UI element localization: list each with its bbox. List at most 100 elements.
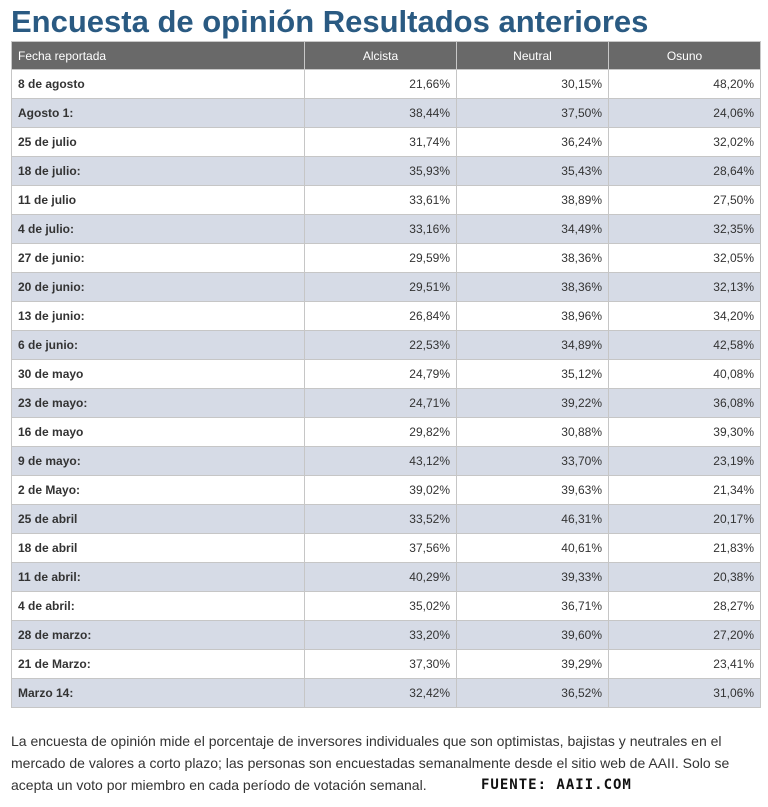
cell-neutral: 33,70% — [456, 446, 609, 476]
cell-date: 30 de mayo — [11, 359, 305, 389]
cell-bearish: 31,06% — [608, 678, 761, 708]
cell-bearish: 24,06% — [608, 98, 761, 128]
cell-date: 16 de mayo — [11, 417, 305, 447]
table-row: 11 de julio 33,61% 38,89% 27,50% — [11, 185, 761, 215]
cell-bearish: 23,41% — [608, 649, 761, 679]
cell-bullish: 21,66% — [304, 69, 457, 99]
cell-bullish: 29,82% — [304, 417, 457, 447]
table-row: 4 de julio: 33,16% 34,49% 32,35% — [11, 214, 761, 244]
cell-date: 13 de junio: — [11, 301, 305, 331]
cell-bullish: 24,79% — [304, 359, 457, 389]
cell-bearish: 48,20% — [608, 69, 761, 99]
table-row: 20 de junio: 29,51% 38,36% 32,13% — [11, 272, 761, 302]
table-row: 25 de julio 31,74% 36,24% 32,02% — [11, 127, 761, 157]
cell-bullish: 35,93% — [304, 156, 457, 186]
cell-bearish: 42,58% — [608, 330, 761, 360]
column-header-bullish: Alcista — [304, 41, 457, 70]
table-row: 6 de junio: 22,53% 34,89% 42,58% — [11, 330, 761, 360]
cell-bullish: 39,02% — [304, 475, 457, 505]
cell-date: 9 de mayo: — [11, 446, 305, 476]
cell-bearish: 32,35% — [608, 214, 761, 244]
table-row: 4 de abril: 35,02% 36,71% 28,27% — [11, 591, 761, 621]
table-row: 11 de abril: 40,29% 39,33% 20,38% — [11, 562, 761, 592]
cell-neutral: 38,96% — [456, 301, 609, 331]
column-header-bearish: Osuno — [608, 41, 761, 70]
cell-bullish: 29,59% — [304, 243, 457, 273]
cell-date: 11 de abril: — [11, 562, 305, 592]
cell-neutral: 36,24% — [456, 127, 609, 157]
cell-date: 18 de julio: — [11, 156, 305, 186]
table-row: 27 de junio: 29,59% 38,36% 32,05% — [11, 243, 761, 273]
survey-description: La encuesta de opinión mide el porcentaj… — [11, 733, 730, 793]
cell-neutral: 35,43% — [456, 156, 609, 186]
table-row: 25 de abril 33,52% 46,31% 20,17% — [11, 504, 761, 534]
cell-date: 25 de abril — [11, 504, 305, 534]
cell-neutral: 38,89% — [456, 185, 609, 215]
cell-bearish: 27,50% — [608, 185, 761, 215]
cell-neutral: 30,15% — [456, 69, 609, 99]
cell-bullish: 33,16% — [304, 214, 457, 244]
cell-date: Marzo 14: — [11, 678, 305, 708]
cell-bearish: 20,38% — [608, 562, 761, 592]
cell-date: 23 de mayo: — [11, 388, 305, 418]
cell-bearish: 32,05% — [608, 243, 761, 273]
cell-bearish: 32,02% — [608, 127, 761, 157]
table-row: 23 de mayo: 24,71% 39,22% 36,08% — [11, 388, 761, 418]
cell-bullish: 37,30% — [304, 649, 457, 679]
cell-bearish: 34,20% — [608, 301, 761, 331]
cell-bullish: 29,51% — [304, 272, 457, 302]
cell-bullish: 33,52% — [304, 504, 457, 534]
cell-neutral: 38,36% — [456, 243, 609, 273]
cell-neutral: 36,71% — [456, 591, 609, 621]
cell-date: 2 de Mayo: — [11, 475, 305, 505]
cell-bullish: 43,12% — [304, 446, 457, 476]
table-row: 18 de julio: 35,93% 35,43% 28,64% — [11, 156, 761, 186]
table-row: 21 de Marzo: 37,30% 39,29% 23,41% — [11, 649, 761, 679]
cell-neutral: 37,50% — [456, 98, 609, 128]
cell-date: 20 de junio: — [11, 272, 305, 302]
cell-date: 11 de julio — [11, 185, 305, 215]
column-header-date: Fecha reportada — [11, 41, 305, 70]
table-row: 30 de mayo 24,79% 35,12% 40,08% — [11, 359, 761, 389]
page-title: Encuesta de opinión Resultados anteriore… — [11, 4, 649, 39]
cell-neutral: 34,89% — [456, 330, 609, 360]
source-credit: FUENTE: AAII.COM — [481, 777, 632, 793]
cell-neutral: 30,88% — [456, 417, 609, 447]
cell-neutral: 39,22% — [456, 388, 609, 418]
cell-date: 18 de abril — [11, 533, 305, 563]
cell-neutral: 38,36% — [456, 272, 609, 302]
cell-bullish: 33,61% — [304, 185, 457, 215]
table-header-row: Fecha reportada Alcista Neutral Osuno — [11, 41, 761, 70]
table-row: 9 de mayo: 43,12% 33,70% 23,19% — [11, 446, 761, 476]
cell-bearish: 23,19% — [608, 446, 761, 476]
cell-bearish: 21,83% — [608, 533, 761, 563]
cell-bullish: 37,56% — [304, 533, 457, 563]
column-header-neutral: Neutral — [456, 41, 609, 70]
cell-bearish: 27,20% — [608, 620, 761, 650]
cell-neutral: 39,29% — [456, 649, 609, 679]
table-row: 13 de junio: 26,84% 38,96% 34,20% — [11, 301, 761, 331]
cell-neutral: 39,33% — [456, 562, 609, 592]
cell-neutral: 46,31% — [456, 504, 609, 534]
sentiment-results-table: Fecha reportada Alcista Neutral Osuno 8 … — [11, 41, 761, 708]
cell-date: 4 de julio: — [11, 214, 305, 244]
cell-bullish: 40,29% — [304, 562, 457, 592]
cell-neutral: 39,60% — [456, 620, 609, 650]
cell-bearish: 40,08% — [608, 359, 761, 389]
table-row: 28 de marzo: 33,20% 39,60% 27,20% — [11, 620, 761, 650]
cell-date: 4 de abril: — [11, 591, 305, 621]
cell-bullish: 31,74% — [304, 127, 457, 157]
table-row: Marzo 14: 32,42% 36,52% 31,06% — [11, 678, 761, 708]
cell-bearish: 28,27% — [608, 591, 761, 621]
cell-bearish: 28,64% — [608, 156, 761, 186]
cell-neutral: 39,63% — [456, 475, 609, 505]
cell-neutral: 35,12% — [456, 359, 609, 389]
cell-neutral: 36,52% — [456, 678, 609, 708]
cell-date: 25 de julio — [11, 127, 305, 157]
cell-bearish: 39,30% — [608, 417, 761, 447]
cell-neutral: 34,49% — [456, 214, 609, 244]
table-body: 8 de agosto 21,66% 30,15% 48,20% Agosto 1: 38… — [11, 69, 761, 708]
cell-bullish: 33,20% — [304, 620, 457, 650]
cell-neutral: 40,61% — [456, 533, 609, 563]
cell-bearish: 21,34% — [608, 475, 761, 505]
